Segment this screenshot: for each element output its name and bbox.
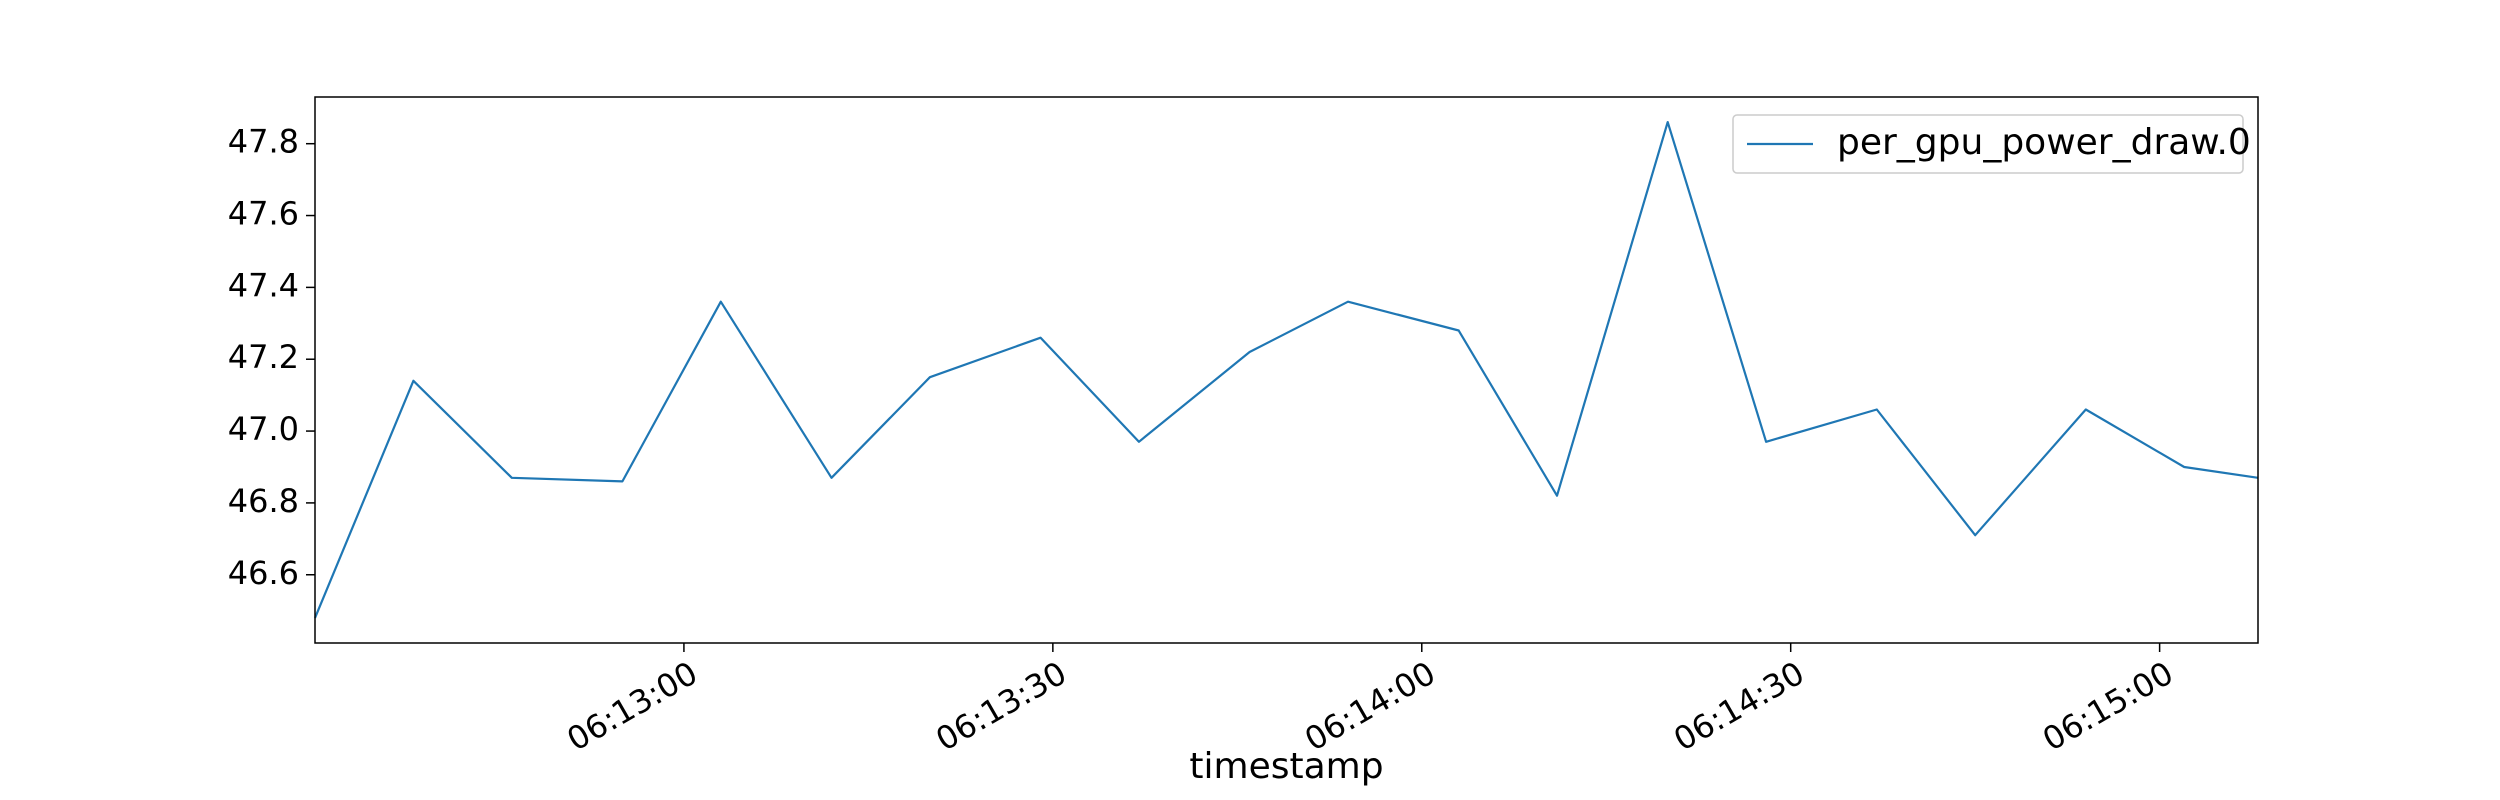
plot-area xyxy=(313,120,2259,619)
axes-frame xyxy=(314,96,2259,644)
x-tick-label: 06:14:30 xyxy=(1667,654,1810,759)
legend-box xyxy=(1732,114,2244,174)
legend: per_gpu_power_draw.0 xyxy=(1732,114,2251,174)
x-axis-title: timestamp xyxy=(1189,746,1383,787)
series-line-0 xyxy=(313,120,2259,619)
y-tick-label: 47.0 xyxy=(228,410,299,448)
x-tick-label: 06:13:00 xyxy=(560,654,703,759)
x-tick-label: 06:14:00 xyxy=(1298,654,1441,759)
y-tick-label: 47.4 xyxy=(228,266,299,304)
x-tick-label: 06:13:30 xyxy=(929,654,1072,759)
y-tick-label: 47.6 xyxy=(228,195,299,233)
y-tick-label: 47.2 xyxy=(228,338,299,376)
x-tick-label: 06:15:00 xyxy=(2036,654,2179,759)
y-tick-label: 46.8 xyxy=(228,482,299,520)
axes: 46.6 46.8 47.0 47.2 47.4 47.6 47.8 06:13:00 06:1… xyxy=(228,96,2259,787)
y-tick-label: 47.8 xyxy=(228,123,299,161)
y-tick-label: 46.6 xyxy=(228,554,299,592)
legend-label: per_gpu_power_draw.0 xyxy=(1837,122,2251,163)
